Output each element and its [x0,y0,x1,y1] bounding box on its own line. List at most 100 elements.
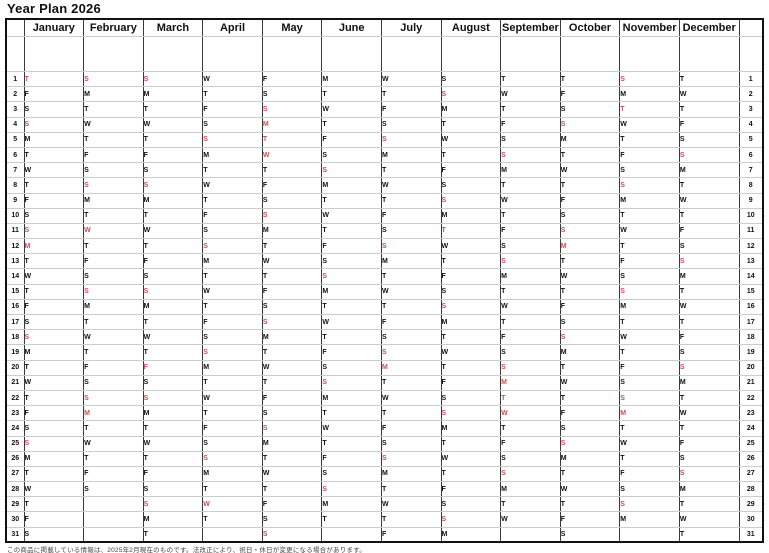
day-cell-may-21: T [261,374,323,391]
day-cell-may-13: W [261,253,323,270]
day-cell-june-1: M [321,70,382,88]
day-cell-march-4: W [142,116,204,133]
day-cell-november-31 [619,526,680,543]
day-cell-april-1: W [202,70,263,88]
day-row-25: 25 S W W S M T S T F S W F 25 [5,435,764,452]
day-cell-february-3: T [83,101,144,118]
day-cell-march-20: F [142,359,204,376]
day-cell-september-7: M [500,162,561,179]
day-cell-july-1: W [380,70,442,88]
notes-cell-january [23,36,85,72]
day-cell-february-29 [83,496,144,513]
day-cell-september-8: T [500,177,561,194]
day-cell-july-26: S [380,450,442,467]
day-cell-march-13: F [142,253,204,270]
month-header-june: June [321,18,382,37]
day-row-15: 15 T S S W F M W S T T S T 15 [5,283,764,300]
day-cell-april-23: T [202,405,263,422]
day-number-left: 30 [5,511,25,528]
day-cell-february-9: M [83,192,144,209]
day-cell-january-28: W [23,481,85,498]
day-row-12: 12 M T T S T F S W S M T S 12 [5,238,764,255]
day-cell-november-29: S [619,496,680,513]
header-corner-left [5,18,25,37]
day-cell-september-29: T [500,496,561,513]
day-row-31: 31 S T S F M S T 31 [5,526,764,543]
day-cell-april-9: T [202,192,263,209]
day-cell-june-6: S [321,146,382,164]
day-cell-november-21: S [619,374,680,391]
day-cell-january-20: T [23,359,85,376]
day-cell-march-5: T [142,131,204,148]
day-cell-november-1: S [619,70,680,88]
day-cell-december-21: M [678,374,740,391]
day-cell-august-6: T [440,146,502,164]
day-cell-february-19: T [83,344,144,361]
day-cell-february-13: F [83,253,144,270]
day-number-right: 2 [738,86,764,103]
day-cell-september-20: S [500,359,561,376]
day-cell-april-12: S [202,238,263,255]
day-cell-november-25: W [619,435,680,452]
day-number-right: 26 [738,450,764,467]
month-header-august: August [440,18,502,37]
day-cell-december-27: S [678,465,740,483]
day-cell-october-15: T [559,283,621,300]
day-number-left: 4 [5,116,25,133]
day-cell-november-15: S [619,283,680,300]
day-number-right: 8 [738,177,764,194]
day-cell-june-14: S [321,268,382,285]
notes-cell-may [261,36,323,72]
day-number-left: 24 [5,420,25,437]
day-cell-july-30: T [380,511,442,528]
day-cell-september-27: S [500,465,561,483]
day-cell-may-4: M [261,116,323,133]
day-cell-july-3: F [380,101,442,118]
day-cell-april-25: S [202,435,263,452]
day-cell-september-10: T [500,207,561,224]
day-cell-october-31: S [559,526,621,543]
day-cell-february-20: F [83,359,144,376]
day-cell-august-11: T [440,222,502,240]
day-number-right: 11 [738,222,764,240]
day-row-22: 22 T S S W F M W S T T S T 22 [5,389,764,407]
day-cell-july-8: W [380,177,442,194]
day-cell-august-4: T [440,116,502,133]
day-cell-october-10: S [559,207,621,224]
day-cell-june-3: W [321,101,382,118]
day-cell-march-2: M [142,86,204,103]
day-cell-september-19: S [500,344,561,361]
day-cell-february-21: S [83,374,144,391]
notes-cell-march [142,36,204,72]
page-title: Year Plan 2026 [7,1,101,16]
day-row-30: 30 F M T S T T S W F M W 30 [5,511,764,528]
day-cell-october-5: M [559,131,621,148]
day-cell-january-14: W [23,268,85,285]
day-cell-january-21: W [23,374,85,391]
day-cell-june-23: T [321,405,382,422]
day-number-right: 5 [738,131,764,148]
day-cell-may-6: W [261,146,323,164]
day-cell-august-9: S [440,192,502,209]
day-cell-march-30: M [142,511,204,528]
month-header-march: March [142,18,204,37]
day-row-27: 27 T F F M W S M T S T F S 27 [5,465,764,483]
day-cell-december-14: M [678,268,740,285]
notes-cell-december [678,36,740,72]
day-cell-july-13: M [380,253,442,270]
day-number-right: 12 [738,238,764,255]
day-cell-may-2: S [261,86,323,103]
day-cell-october-12: M [559,238,621,255]
day-number-left: 13 [5,253,25,270]
day-cell-april-14: T [202,268,263,285]
notes-cell-september [500,36,561,72]
day-number-left: 15 [5,283,25,300]
day-cell-may-18: M [261,329,323,346]
day-cell-march-9: M [142,192,204,209]
day-number-right: 24 [738,420,764,437]
day-cell-december-25: F [678,435,740,452]
day-number-right: 17 [738,313,764,331]
day-cell-may-26: T [261,450,323,467]
day-cell-july-19: S [380,344,442,361]
